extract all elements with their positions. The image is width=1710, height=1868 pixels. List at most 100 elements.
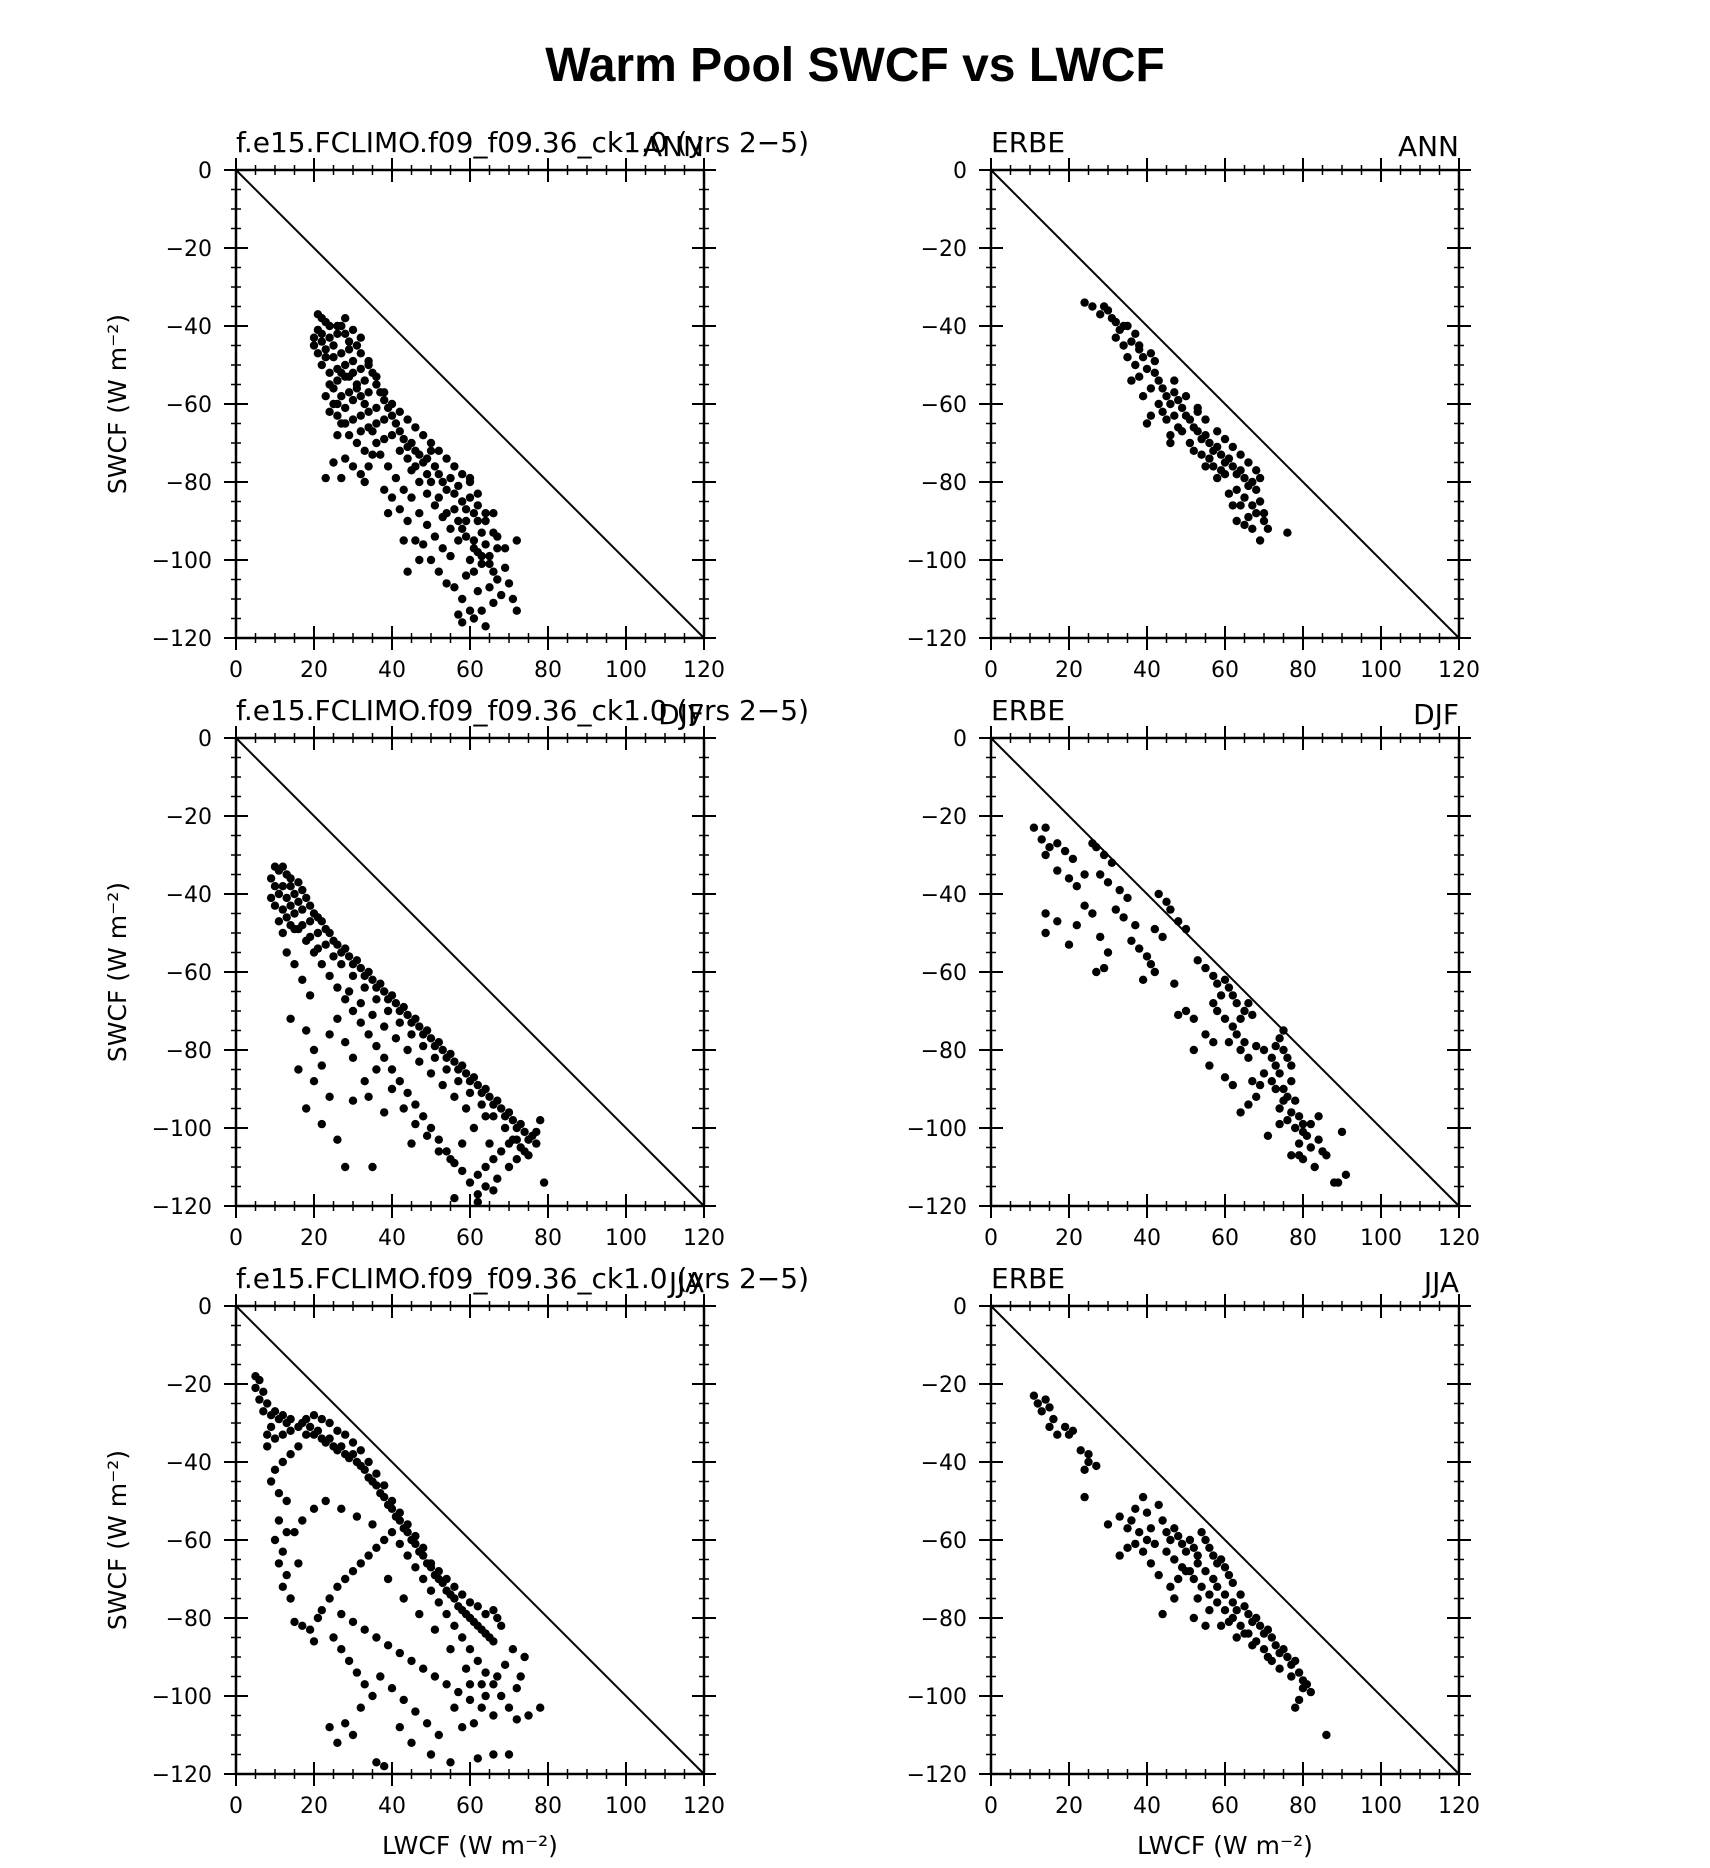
scatter-point xyxy=(422,520,432,530)
scatter-point xyxy=(1267,1053,1277,1063)
scatter-point xyxy=(1060,1422,1070,1432)
scatter-point xyxy=(1255,497,1265,506)
scatter-point xyxy=(341,314,350,323)
scatter-point xyxy=(263,1430,272,1439)
scatter-point xyxy=(1193,427,1202,436)
scatter-point xyxy=(1138,392,1148,401)
scatter-point xyxy=(1201,963,1210,973)
scatter-point xyxy=(1248,501,1257,510)
scatter-point xyxy=(1068,1426,1078,1436)
scatter-point xyxy=(481,1162,490,1172)
scatter-point xyxy=(1252,485,1261,494)
scatter-point xyxy=(422,1026,432,1035)
scatter-point xyxy=(376,1672,385,1681)
scatter-point xyxy=(360,376,369,385)
scatter-point xyxy=(465,606,475,615)
scatter-panel-2: 0 20 40 60 80 100 120 0 −20 −40 −60 −80 −100 −120 ERBE… xyxy=(907,126,1480,683)
reference-diagonal-line xyxy=(235,737,705,1207)
scatter-point xyxy=(1049,1414,1058,1424)
scatter-point xyxy=(446,551,455,561)
scatter-point xyxy=(344,372,354,381)
scatter-point xyxy=(415,450,424,459)
scatter-point xyxy=(1255,1080,1265,1090)
scatter-point xyxy=(1252,1041,1261,1051)
scatter-point xyxy=(325,333,334,342)
scatter-point xyxy=(1291,1123,1300,1133)
scatter-point xyxy=(450,1594,459,1603)
scatter-point xyxy=(1240,473,1249,483)
scatter-point xyxy=(395,505,404,514)
scatter-point xyxy=(337,419,346,428)
scatter-point xyxy=(1232,516,1241,526)
scatter-point xyxy=(395,1648,404,1658)
scatter-point xyxy=(1096,870,1105,879)
scatter-point xyxy=(286,882,295,891)
scatter-point xyxy=(1291,1703,1300,1712)
scatter-point xyxy=(1064,940,1074,949)
scatter-point xyxy=(1306,1143,1316,1152)
scatter-point xyxy=(469,544,479,553)
scatter-point xyxy=(364,1030,373,1039)
scatter-point xyxy=(1193,1594,1202,1603)
scatter-point xyxy=(348,415,358,424)
scatter-point xyxy=(266,1422,276,1432)
scatter-point xyxy=(286,874,295,883)
panel-left-label: ERBE xyxy=(991,126,1065,159)
scatter-point xyxy=(1088,909,1097,918)
scatter-point xyxy=(380,395,389,405)
scatter-point xyxy=(341,944,350,953)
scatter-point xyxy=(1279,1645,1288,1654)
y-axis-title: SWCF (W m⁻²) xyxy=(103,314,132,494)
scatter-point xyxy=(387,1684,397,1693)
y-tick-label: −100 xyxy=(907,549,967,574)
x-axis-title: LWCF (W m⁻²) xyxy=(382,1831,558,1860)
scatter-point xyxy=(387,1084,397,1094)
scatter-point xyxy=(1213,442,1222,452)
scatter-point xyxy=(1119,321,1128,331)
scatter-point xyxy=(341,454,350,463)
scatter-point xyxy=(372,438,381,448)
scatter-point xyxy=(399,1594,408,1603)
y-tick-label: −40 xyxy=(921,1451,967,1476)
y-tick-label: 0 xyxy=(198,159,212,184)
scatter-point xyxy=(1174,1574,1183,1584)
scatter-point xyxy=(493,544,502,553)
reference-diagonal-line xyxy=(990,169,1460,639)
scatter-point xyxy=(1205,1590,1214,1599)
scatter-point xyxy=(317,360,326,370)
scatter-point xyxy=(1146,349,1156,358)
scatter-point xyxy=(290,1528,299,1537)
y-tick-label: −80 xyxy=(166,1607,212,1632)
x-tick-label: 120 xyxy=(683,1794,725,1819)
x-tick-label: 80 xyxy=(1289,658,1317,683)
scatter-point xyxy=(1201,1567,1210,1576)
scatter-point xyxy=(442,1680,451,1689)
scatter-point xyxy=(1189,446,1199,455)
scatter-point xyxy=(321,392,330,401)
scatter-point xyxy=(1236,1108,1245,1117)
scatter-point xyxy=(403,1010,412,1020)
scatter-point xyxy=(1220,1606,1230,1615)
scatter-point xyxy=(274,889,284,899)
scatter-point xyxy=(298,885,307,895)
scatter-point xyxy=(325,1030,334,1039)
scatter-point xyxy=(380,1492,389,1502)
scatter-point xyxy=(391,1034,401,1043)
scatter-point xyxy=(1103,948,1113,957)
scatter-point xyxy=(469,509,479,518)
scatter-point xyxy=(438,512,447,522)
y-tick-label: −120 xyxy=(907,1195,967,1220)
scatter-point xyxy=(1236,466,1245,475)
scatter-point xyxy=(1123,1524,1132,1533)
scatter-point xyxy=(352,341,362,350)
scatter-point xyxy=(1197,1528,1206,1537)
scatter-point xyxy=(391,419,401,428)
scatter-point xyxy=(407,1738,416,1748)
scatter-point xyxy=(1209,971,1218,981)
scatter-point xyxy=(1041,823,1050,832)
scatter-point xyxy=(1216,466,1226,475)
scatter-point xyxy=(419,1112,428,1121)
scatter-point xyxy=(356,999,365,1008)
scatter-point xyxy=(458,1723,467,1732)
scatter-point xyxy=(1135,341,1144,350)
